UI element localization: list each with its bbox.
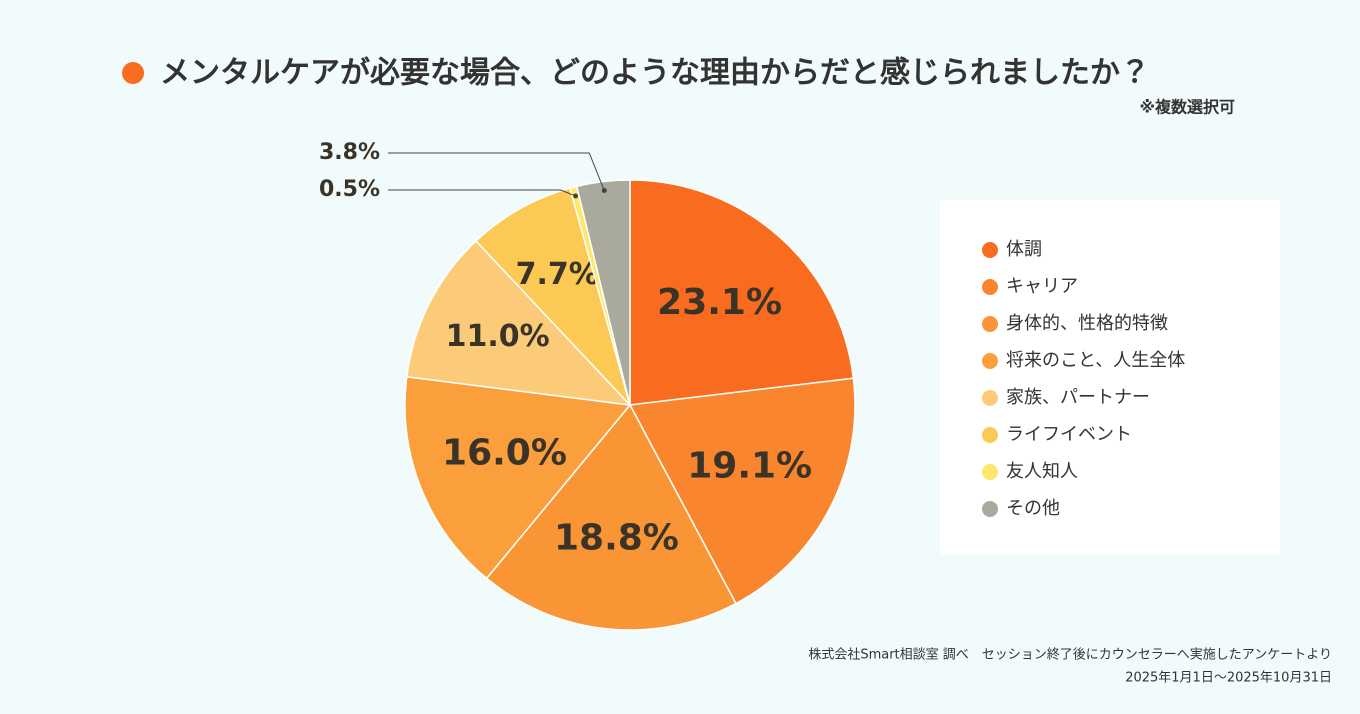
pie-slice	[575, 179, 631, 406]
value-label: 7.7%	[516, 257, 599, 292]
title-dot	[122, 62, 144, 84]
legend-marker	[982, 242, 998, 258]
chart-subtitle: ※複数選択可	[1139, 98, 1235, 117]
value-label: 16.0%	[442, 433, 567, 474]
pie-slice	[628, 377, 856, 605]
legend-marker	[982, 353, 998, 369]
legend-marker	[982, 316, 998, 332]
value-label: 3.8%	[319, 140, 380, 165]
legend-marker	[982, 427, 998, 443]
legend-label: 将来のこと、人生全体	[1006, 350, 1185, 371]
leader-line	[388, 189, 576, 197]
source: 株式会社Smart相談室 調べ セッション終了後にカウンセラーへ実施したアンケー…	[808, 647, 1332, 663]
legend-marker	[982, 464, 998, 480]
value-label: 11.0%	[446, 319, 550, 354]
value-label: 23.1%	[657, 282, 782, 323]
legend-label: キャリア	[1006, 276, 1078, 297]
legend-marker	[982, 279, 998, 295]
legend-label: 家族、パートナー	[1006, 387, 1150, 408]
value-label: 18.8%	[554, 517, 679, 558]
legend-label: ライフイベント	[1006, 424, 1132, 445]
pie-slice	[404, 375, 632, 580]
value-label: 0.5%	[319, 177, 380, 202]
chart-title: メンタルケアが必要な場合、どのような理由からだと感じられましたか？	[160, 56, 1150, 91]
pie-slice	[485, 403, 737, 631]
pie-slice	[629, 179, 855, 406]
legend-box	[940, 200, 1280, 554]
leader-line	[388, 152, 605, 191]
legend-label: その他	[1006, 498, 1060, 519]
legend-marker	[982, 390, 998, 406]
leader-dot	[573, 193, 579, 199]
legend-label: 身体的、性格的特徴	[1006, 313, 1168, 334]
pie-slice	[474, 187, 631, 406]
leader-dot	[601, 188, 607, 194]
source-period: 2025年1月1日〜2025年10月31日	[1125, 671, 1332, 686]
legend-marker	[982, 501, 998, 517]
legend-label: 体調	[1006, 239, 1042, 260]
value-label: 19.1%	[687, 445, 812, 486]
pie-slice	[405, 239, 632, 407]
legend-label: 友人知人	[1006, 461, 1078, 482]
